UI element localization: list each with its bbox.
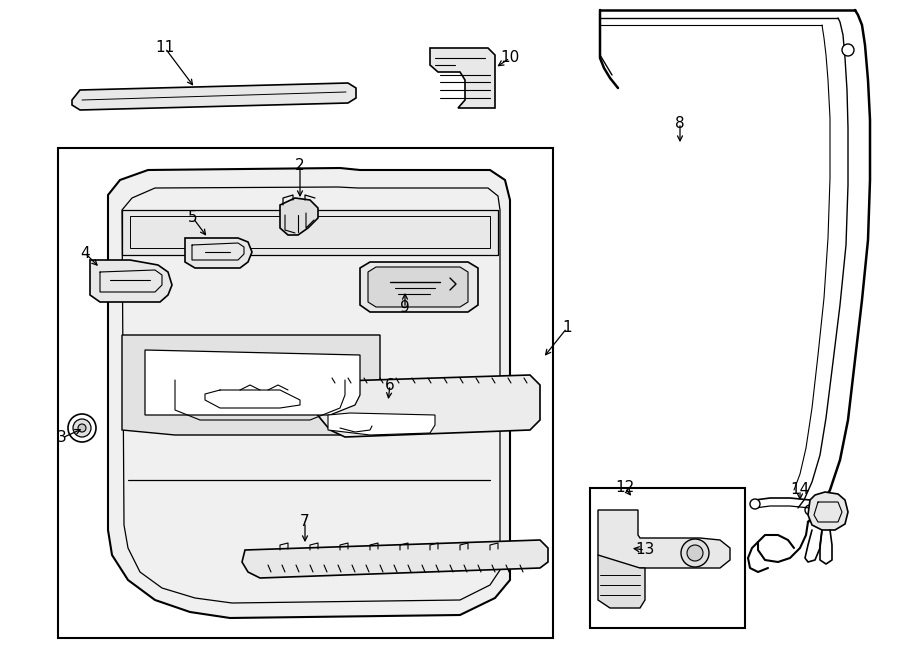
Polygon shape [430,48,495,108]
Polygon shape [360,262,478,312]
Polygon shape [145,350,360,415]
Text: 6: 6 [385,377,395,393]
Text: 3: 3 [57,430,67,446]
Text: 12: 12 [616,481,634,496]
Text: 9: 9 [400,301,410,315]
Text: 7: 7 [301,514,310,529]
Bar [590,488,745,628]
Circle shape [750,499,760,509]
Polygon shape [122,210,498,255]
Circle shape [73,419,91,437]
Polygon shape [598,510,730,568]
Text: 5: 5 [188,210,198,225]
Text: 2: 2 [295,157,305,173]
Polygon shape [328,413,435,435]
Text: 13: 13 [635,543,654,557]
Text: 1: 1 [562,321,572,336]
Polygon shape [122,335,380,435]
Bar [58,148,553,638]
Polygon shape [108,168,510,618]
Polygon shape [242,540,548,578]
Polygon shape [310,375,540,437]
Polygon shape [90,260,172,302]
Polygon shape [185,238,252,268]
Circle shape [68,414,96,442]
Polygon shape [368,267,468,307]
Text: 8: 8 [675,116,685,130]
Circle shape [681,539,709,567]
Polygon shape [598,555,645,608]
Polygon shape [280,198,318,235]
Circle shape [805,505,815,515]
Text: 11: 11 [156,40,175,56]
Text: 10: 10 [500,50,519,65]
Circle shape [687,545,703,561]
Text: 4: 4 [80,245,90,260]
Circle shape [78,424,86,432]
Polygon shape [72,83,356,110]
Text: 14: 14 [790,483,810,498]
Circle shape [842,44,854,56]
Polygon shape [808,492,848,530]
